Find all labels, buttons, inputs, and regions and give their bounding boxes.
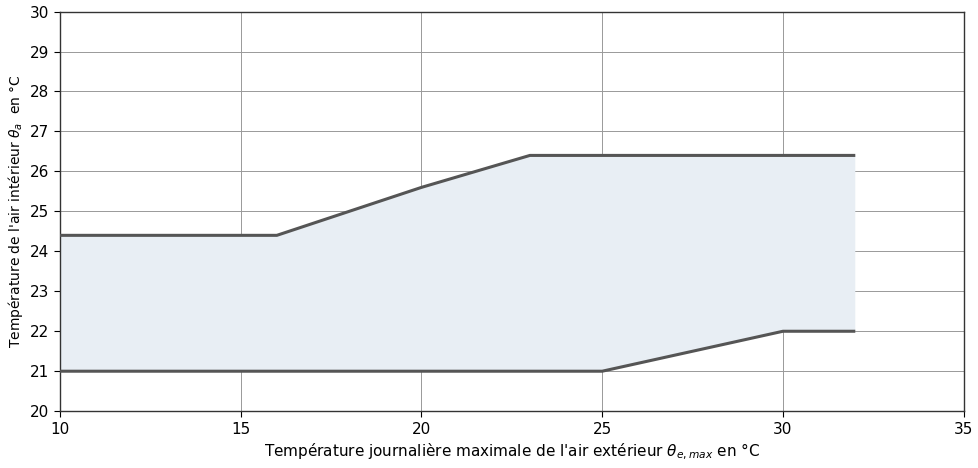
Polygon shape: [60, 155, 855, 371]
X-axis label: Température journalière maximale de l'air extérieur $\theta_{e,max}$ en °C: Température journalière maximale de l'ai…: [263, 442, 759, 462]
Y-axis label: Température de l'air intérieur $\theta_a$  en °C: Température de l'air intérieur $\theta_a…: [6, 74, 24, 348]
